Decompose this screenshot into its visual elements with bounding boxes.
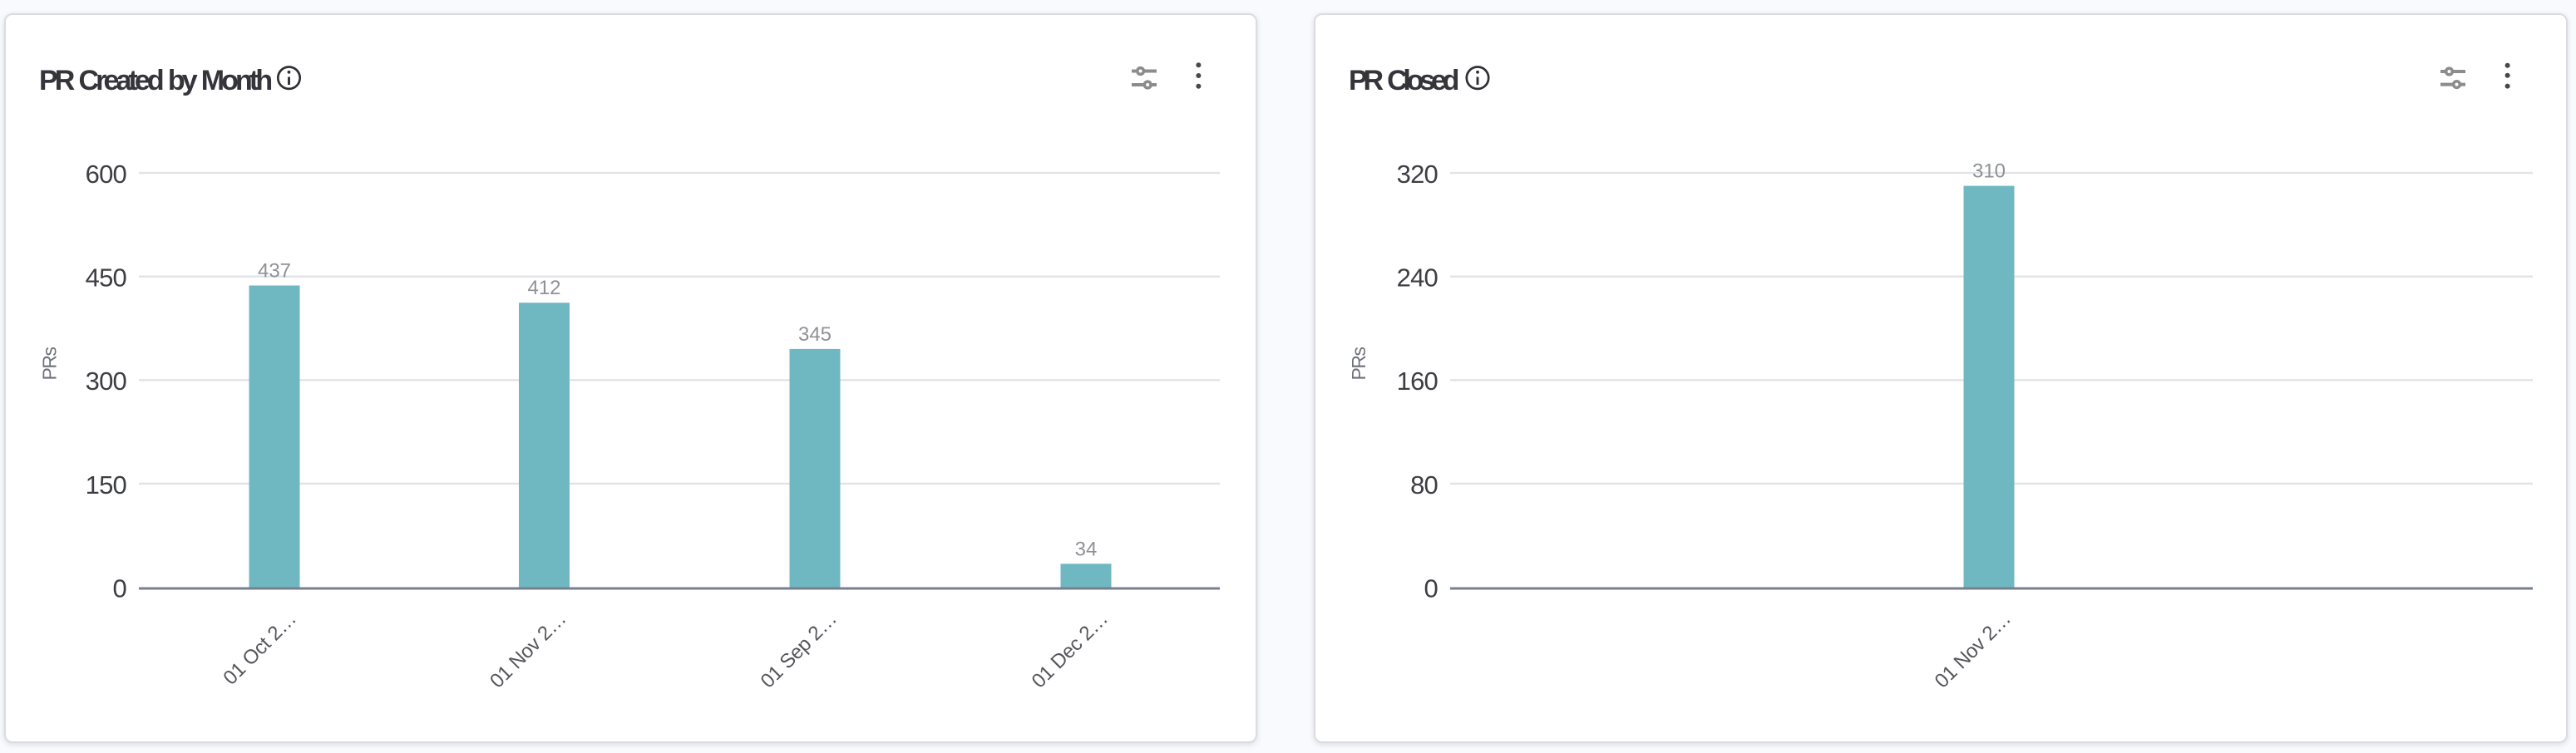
svg-text:320: 320 — [1397, 160, 1439, 189]
svg-text:300: 300 — [86, 367, 127, 396]
svg-text:01 Nov 2…: 01 Nov 2… — [1931, 608, 2016, 692]
svg-text:01 Oct 2…: 01 Oct 2… — [219, 608, 300, 689]
svg-text:PR Created by Month: PR Created by Month — [39, 65, 271, 96]
svg-text:240: 240 — [1397, 263, 1439, 293]
svg-text:PR Closed: PR Closed — [1349, 65, 1458, 96]
svg-text:01 Sep 2…: 01 Sep 2… — [757, 608, 841, 692]
svg-text:600: 600 — [86, 160, 127, 189]
svg-text:160: 160 — [1397, 367, 1439, 396]
svg-text:01 Nov 2…: 01 Nov 2… — [486, 608, 570, 692]
svg-text:80: 80 — [1410, 470, 1438, 500]
svg-text:150: 150 — [86, 470, 127, 500]
svg-text:0: 0 — [113, 573, 127, 603]
svg-text:437: 437 — [258, 260, 291, 283]
svg-text:345: 345 — [798, 323, 832, 346]
svg-text:412: 412 — [527, 277, 560, 299]
svg-text:01 Dec 2…: 01 Dec 2… — [1028, 608, 1113, 692]
svg-text:0: 0 — [1424, 573, 1439, 603]
svg-text:34: 34 — [1075, 538, 1098, 560]
svg-text:PRs: PRs — [1348, 347, 1369, 381]
svg-text:PRs: PRs — [39, 347, 61, 381]
svg-text:310: 310 — [1972, 160, 2006, 183]
svg-text:450: 450 — [86, 263, 127, 293]
